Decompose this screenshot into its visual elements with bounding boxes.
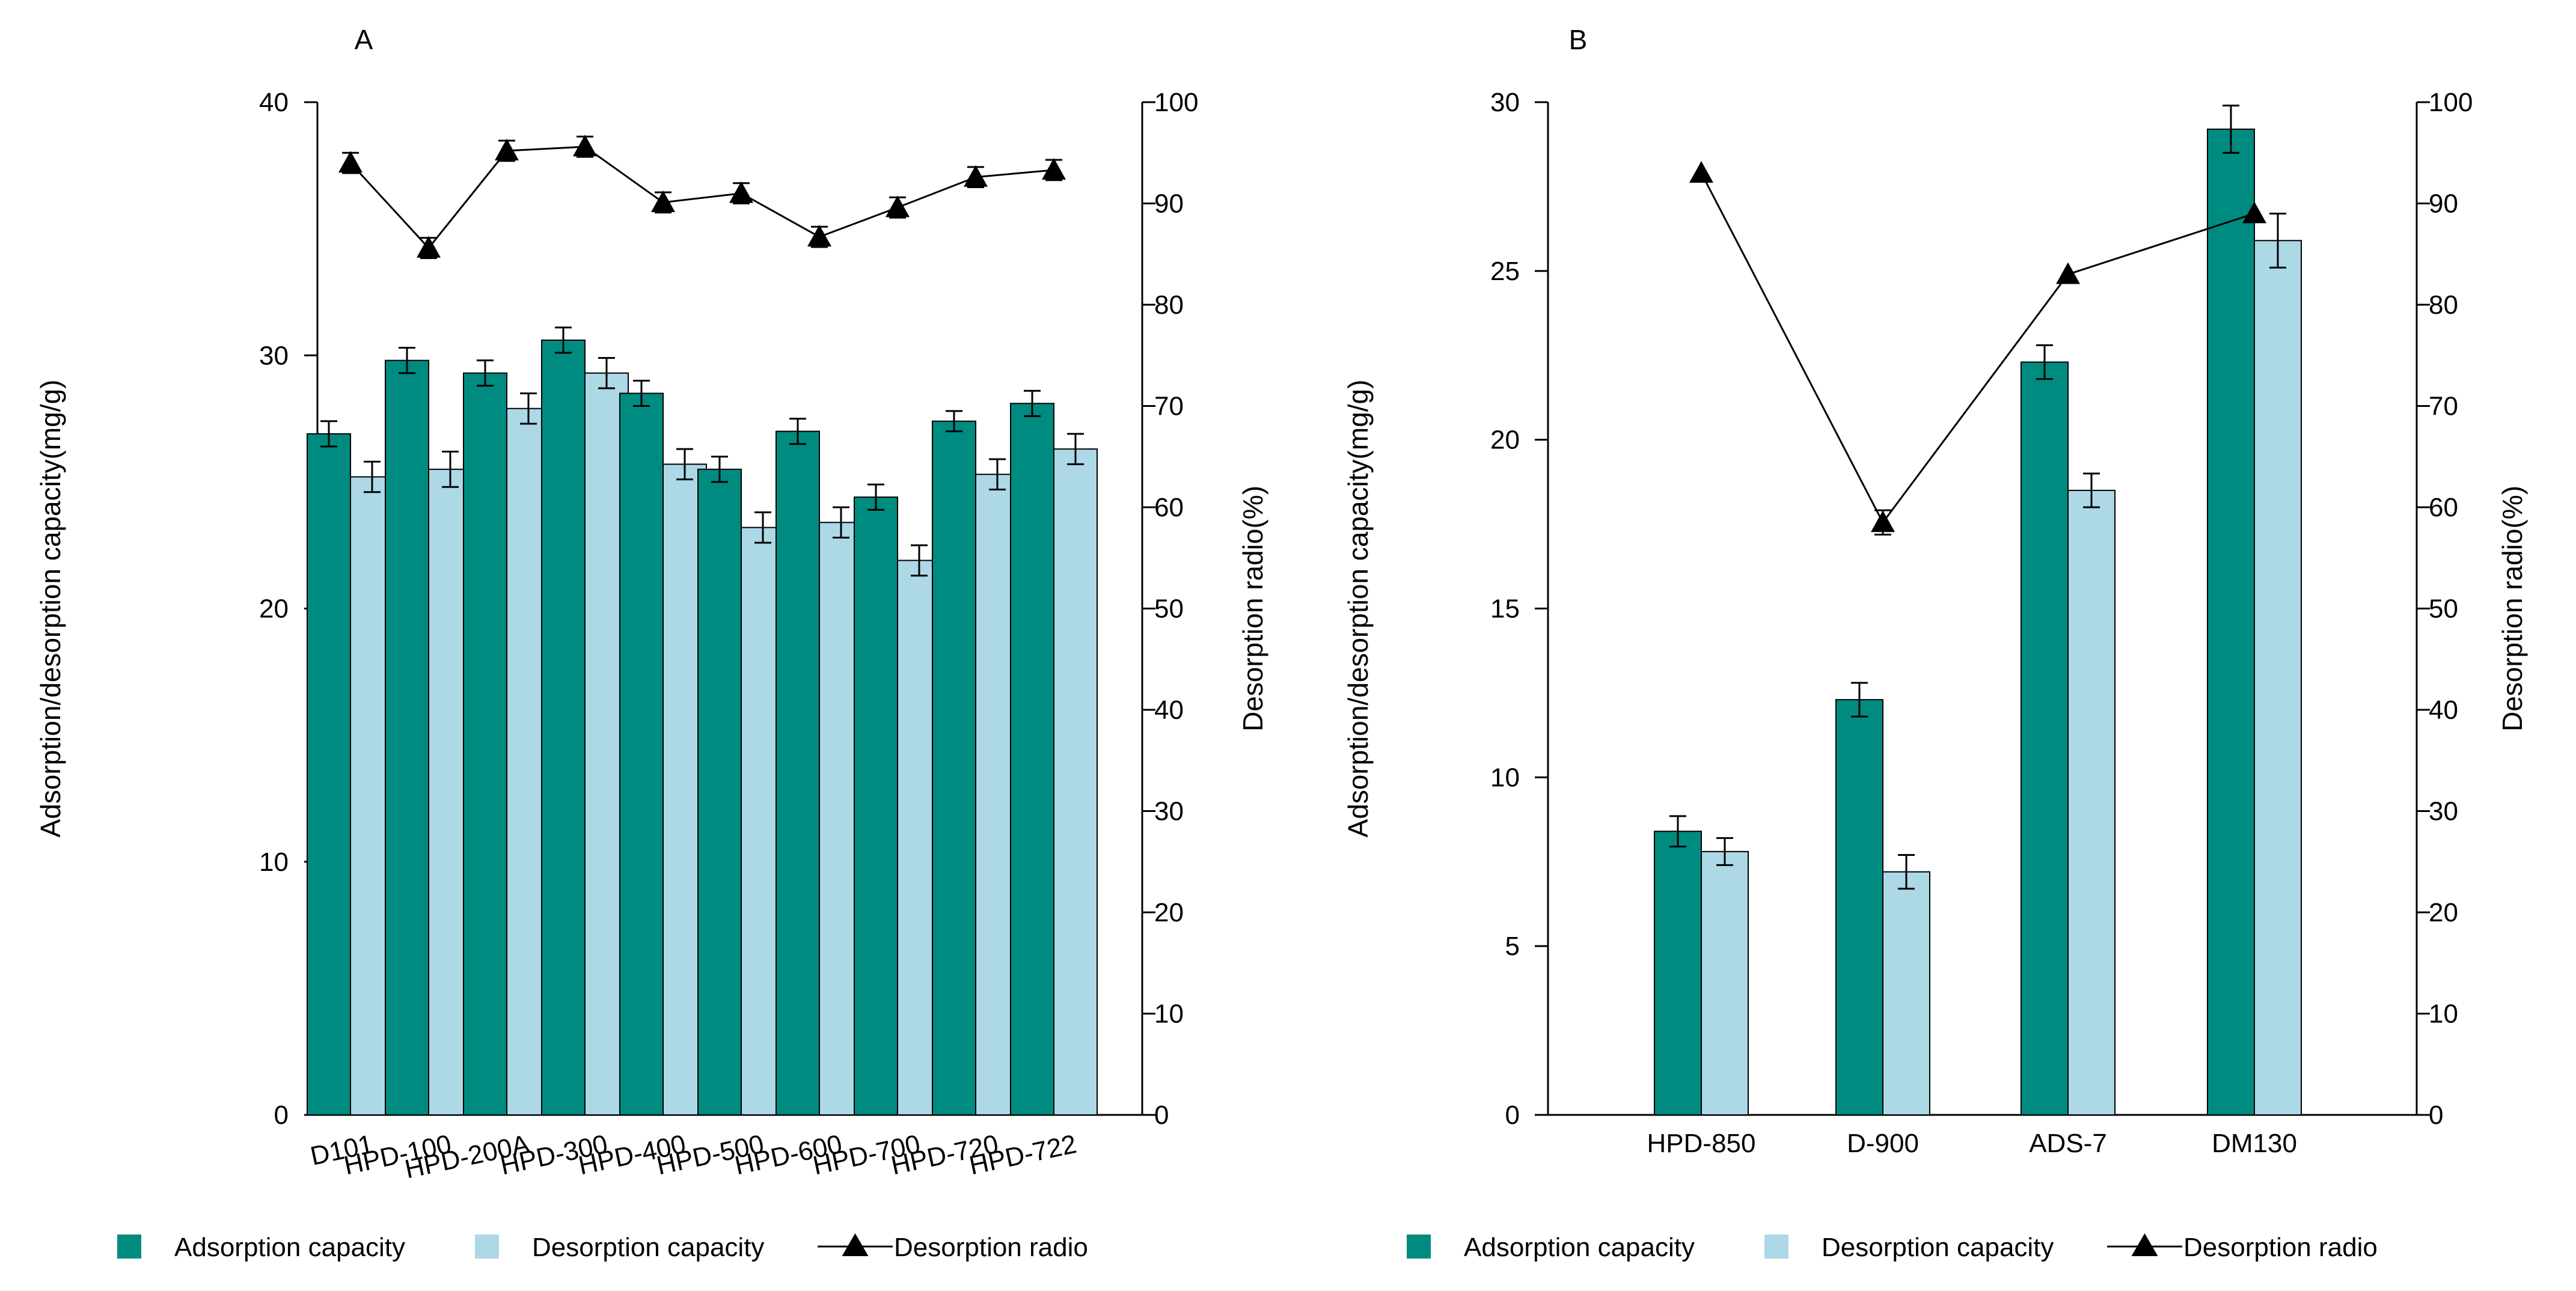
x-tick-label: ADS-7: [2029, 1129, 2107, 1158]
legend-label-adsorption: Adsorption capacity: [1464, 1233, 1695, 1262]
legend-label-radio: Desorption radio: [894, 1233, 1088, 1262]
right-y-tick-label: 100: [2429, 88, 2473, 117]
bar-adsorption: [307, 433, 351, 1116]
right-y-tick-label: 20: [1154, 898, 1184, 927]
legend-swatch-desorption: [1764, 1235, 1788, 1259]
left-y-tick-label: 10: [259, 847, 289, 877]
legend-swatch-desorption: [475, 1235, 499, 1259]
right-y-tick-label: 0: [2429, 1100, 2443, 1130]
legend: Adsorption capacity Desorption capacity De…: [1407, 1233, 2378, 1262]
right-y-tick-label: 60: [1154, 493, 1184, 522]
legend-label-adsorption: Adsorption capacity: [174, 1233, 405, 1262]
legend-label-desorption: Desorption capacity: [1822, 1233, 2054, 1262]
x-tick-label: D-900: [1847, 1129, 1919, 1158]
legend: Adsorption capacity Desorption capacity De…: [117, 1233, 1088, 1262]
right-y-tick-label: 10: [1154, 1000, 1184, 1029]
right-y-tick-label: 50: [1154, 594, 1184, 624]
bar-desorption: [1701, 850, 1749, 1116]
bar-adsorption: [697, 468, 742, 1116]
left-y-tick-label: 30: [259, 341, 289, 370]
bar-adsorption: [2021, 361, 2069, 1116]
bar-desorption: [2067, 489, 2116, 1116]
left-y-tick-label: 25: [1490, 257, 1520, 286]
bar-adsorption: [932, 420, 976, 1116]
right-y-tick-label: 90: [2429, 189, 2458, 219]
left-y-tick-label: 0: [274, 1100, 289, 1130]
triangle-marker: [2242, 201, 2266, 224]
legend-label-radio: Desorption radio: [2183, 1233, 2378, 1262]
left-y-tick-label: 15: [1490, 594, 1520, 624]
triangle-marker: [2056, 262, 2080, 284]
right-y-axis-label: Desorption radio(%): [2497, 486, 2528, 731]
x-tick-label: DM130: [2212, 1129, 2297, 1158]
right-y-axis-label: Desorption radio(%): [1237, 486, 1268, 731]
right-y-tick-label: 70: [1154, 392, 1184, 421]
desorption-radio-line: [349, 145, 1054, 249]
panel-b: B 0 5 10 15 20 25 30 0 10 20 30 40 50 60 70 80 90 100 Adsor…: [1342, 24, 2528, 1262]
bar-adsorption: [1654, 831, 1702, 1116]
bar-adsorption: [541, 339, 586, 1116]
bar-adsorption: [1010, 403, 1054, 1116]
right-y-tick-label: 30: [2429, 797, 2458, 826]
right-y-tick-label: 70: [2429, 392, 2458, 421]
triangle-marker: [1689, 160, 1713, 183]
left-y-axis-label: Adsorption/desorption capacity(mg/g): [35, 380, 66, 838]
right-y-tick-label: 40: [1154, 695, 1184, 725]
triangle-marker: [1042, 157, 1066, 180]
left-y-tick-label: 30: [1490, 88, 1520, 117]
right-y-tick-label: 20: [2429, 898, 2458, 927]
panel-a: A 0 10 20 30 40 0 10 20 30 40 50 60 70 80 90 100 Adsorpti…: [35, 24, 1268, 1262]
bar-adsorption: [385, 359, 429, 1116]
left-y-tick-label: 20: [1490, 426, 1520, 455]
right-y-tick-label: 50: [2429, 594, 2458, 624]
triangle-marker: [964, 165, 988, 187]
left-y-tick-label: 0: [1505, 1100, 1520, 1130]
left-y-tick-label: 20: [259, 594, 289, 624]
right-y-tick-label: 60: [2429, 493, 2458, 522]
triangle-marker: [417, 236, 441, 258]
right-y-tick-label: 10: [2429, 1000, 2458, 1029]
bar-desorption: [1882, 871, 1930, 1116]
desorption-radio-line: [1700, 172, 2255, 525]
left-y-tick-label: 40: [259, 88, 289, 117]
bar-adsorption: [1835, 699, 1883, 1116]
right-y-tick-label: 100: [1154, 88, 1198, 117]
right-y-tick-label: 80: [1154, 290, 1184, 320]
panel-label: B: [1569, 24, 1588, 55]
triangle-marker: [651, 190, 675, 212]
x-tick-label: HPD-850: [1647, 1129, 1756, 1158]
right-y-tick-label: 90: [1154, 189, 1184, 219]
legend-swatch-adsorption: [1407, 1235, 1431, 1259]
bar-desorption: [2254, 240, 2302, 1116]
left-y-tick-label: 10: [1490, 763, 1520, 792]
left-y-tick-label: 5: [1505, 932, 1520, 961]
triangle-marker: [573, 135, 597, 157]
triangle-marker: [807, 225, 831, 247]
right-y-tick-label: 0: [1154, 1100, 1169, 1130]
triangle-marker: [495, 138, 519, 160]
legend-swatch-adsorption: [117, 1235, 141, 1259]
triangle-marker: [886, 195, 910, 218]
right-y-tick-label: 30: [1154, 797, 1184, 826]
legend-marker-radio: [2131, 1233, 2158, 1256]
legend-label-desorption: Desorption capacity: [532, 1233, 764, 1262]
legend-marker-radio: [842, 1233, 869, 1256]
left-y-axis-label: Adsorption/desorption capacity(mg/g): [1342, 380, 1374, 838]
bar-desorption: [1053, 448, 1098, 1116]
triangle-marker: [1871, 510, 1895, 533]
bar-adsorption: [2207, 128, 2255, 1116]
triangle-marker: [729, 181, 753, 203]
triangle-marker: [338, 151, 363, 173]
bar-adsorption: [854, 496, 898, 1116]
right-y-tick-label: 80: [2429, 290, 2458, 320]
panel-label: A: [355, 24, 373, 55]
right-y-tick-label: 40: [2429, 695, 2458, 725]
bar-adsorption: [619, 392, 664, 1116]
bar-adsorption: [776, 430, 820, 1116]
bar-adsorption: [463, 372, 507, 1116]
